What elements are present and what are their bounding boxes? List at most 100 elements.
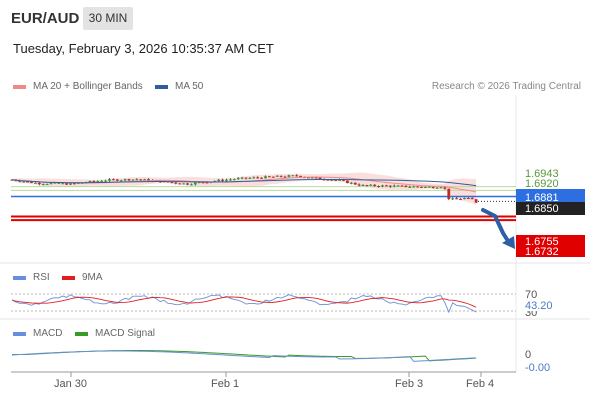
candle-bearish xyxy=(139,179,143,181)
candle-bullish xyxy=(182,183,185,185)
candle-bearish xyxy=(342,179,345,181)
candle-bearish xyxy=(416,186,419,188)
legend-rsi-9ma-label: 9MA xyxy=(82,272,103,283)
candle-bullish xyxy=(123,179,127,181)
candle-bearish xyxy=(353,182,357,185)
macd-lines xyxy=(11,350,477,362)
legend-ma20-label: MA 20 + Bollinger Bands xyxy=(33,81,143,92)
candle-bullish xyxy=(463,198,466,200)
bollinger-bands xyxy=(12,172,477,205)
candle-bullish xyxy=(439,187,443,189)
x-tick-feb-1: Feb 1 xyxy=(211,378,239,390)
legend-ma50-label: MA 50 xyxy=(175,81,204,92)
candle-bullish xyxy=(119,180,123,182)
moving-averages xyxy=(11,176,477,193)
candle-bearish xyxy=(326,179,330,181)
candle-bearish xyxy=(127,179,131,181)
rsi-label-70: 70 xyxy=(525,289,537,301)
ma20-swatch xyxy=(13,84,26,89)
candle-bearish xyxy=(357,184,361,186)
candle-bearish xyxy=(57,182,61,184)
candle-bearish xyxy=(271,176,275,178)
candle-bullish xyxy=(275,175,279,177)
candle-bearish xyxy=(174,182,178,184)
candle-bullish xyxy=(53,182,57,184)
candle-bullish xyxy=(80,182,84,184)
pivot-price-label: 1.6850 xyxy=(525,203,559,215)
bollinger-band-area xyxy=(12,172,477,205)
timeframe-button[interactable]: 30 MIN xyxy=(83,7,133,30)
candle-bullish xyxy=(408,186,412,188)
candle-bullish xyxy=(435,187,439,189)
candle-bearish xyxy=(283,176,287,178)
rsi-9ma-swatch xyxy=(62,275,75,280)
candle-bullish xyxy=(291,175,295,177)
candle-bullish xyxy=(197,182,201,184)
candle-bearish xyxy=(37,182,41,185)
candle-bearish xyxy=(334,179,338,181)
candle-bullish xyxy=(392,185,396,187)
candle-bullish xyxy=(88,180,92,183)
support-price-box xyxy=(516,235,585,257)
candle-bearish xyxy=(92,180,96,182)
legend-macd-signal: MACD Signal xyxy=(75,328,155,339)
legend-rsi-9ma: 9MA xyxy=(62,272,103,283)
candle-bearish xyxy=(112,179,115,181)
level-lines xyxy=(11,186,516,222)
candle-bearish xyxy=(244,177,248,179)
ma50-swatch xyxy=(155,84,168,89)
candle-bearish xyxy=(279,175,283,177)
current-price-label: 1.6881 xyxy=(525,192,559,204)
macd-label-zero: 0 xyxy=(525,349,531,361)
candle-bearish xyxy=(178,183,182,185)
rsi-value-backdrop xyxy=(519,299,559,311)
rsi-line xyxy=(11,294,477,314)
candle-bullish xyxy=(76,182,80,184)
candle-bearish xyxy=(447,188,451,200)
candle-bearish xyxy=(26,181,29,183)
candle-bullish xyxy=(217,179,221,181)
candle-bearish xyxy=(299,175,302,178)
candle-bearish xyxy=(470,198,474,200)
candle-bullish xyxy=(232,179,236,181)
candle-bearish xyxy=(65,183,68,185)
candle-bullish xyxy=(330,179,334,181)
candle-bearish xyxy=(256,177,260,179)
candle-bullish xyxy=(310,177,314,179)
candle-bullish xyxy=(190,184,193,186)
candle-bullish xyxy=(229,179,232,181)
candle-bearish xyxy=(459,199,462,201)
candle-bearish xyxy=(373,184,377,187)
x-tick-feb-4: Feb 4 xyxy=(466,378,494,390)
candle-bearish xyxy=(18,180,22,182)
macd-swatch xyxy=(13,331,26,336)
legend-macd-signal-label: MACD Signal xyxy=(95,328,156,339)
candle-bearish xyxy=(147,179,150,181)
rsi-swatch xyxy=(13,275,26,280)
pivot-price-box xyxy=(516,202,585,215)
candle-bearish xyxy=(186,183,189,185)
candle-bullish xyxy=(45,184,49,186)
candle-bullish xyxy=(451,198,455,200)
candle-bullish xyxy=(225,179,228,181)
chart-datetime: Tuesday, February 3, 2026 10:35:37 AM CE… xyxy=(13,41,274,56)
candle-bearish xyxy=(73,183,76,185)
candle-bullish xyxy=(108,179,111,181)
candle-bullish xyxy=(240,177,244,179)
candle-bearish xyxy=(385,185,388,187)
support-label-1-6755: 1.6755 xyxy=(525,236,559,248)
rsi-current-value: 43.20 xyxy=(525,300,553,312)
rsi-9ma-line xyxy=(11,296,477,308)
candle-bearish xyxy=(377,186,380,188)
candle-bearish xyxy=(466,198,470,200)
level-label-1-6943: 1.6943 xyxy=(525,168,559,180)
candle-bearish xyxy=(443,187,447,189)
candle-bearish xyxy=(420,186,423,188)
candle-bullish xyxy=(41,184,45,186)
candle-bullish xyxy=(287,175,291,177)
candle-bearish xyxy=(268,176,271,178)
projection-arrowhead xyxy=(502,236,515,249)
candle-bearish xyxy=(30,181,33,183)
legend-macd: MACD xyxy=(13,328,62,339)
